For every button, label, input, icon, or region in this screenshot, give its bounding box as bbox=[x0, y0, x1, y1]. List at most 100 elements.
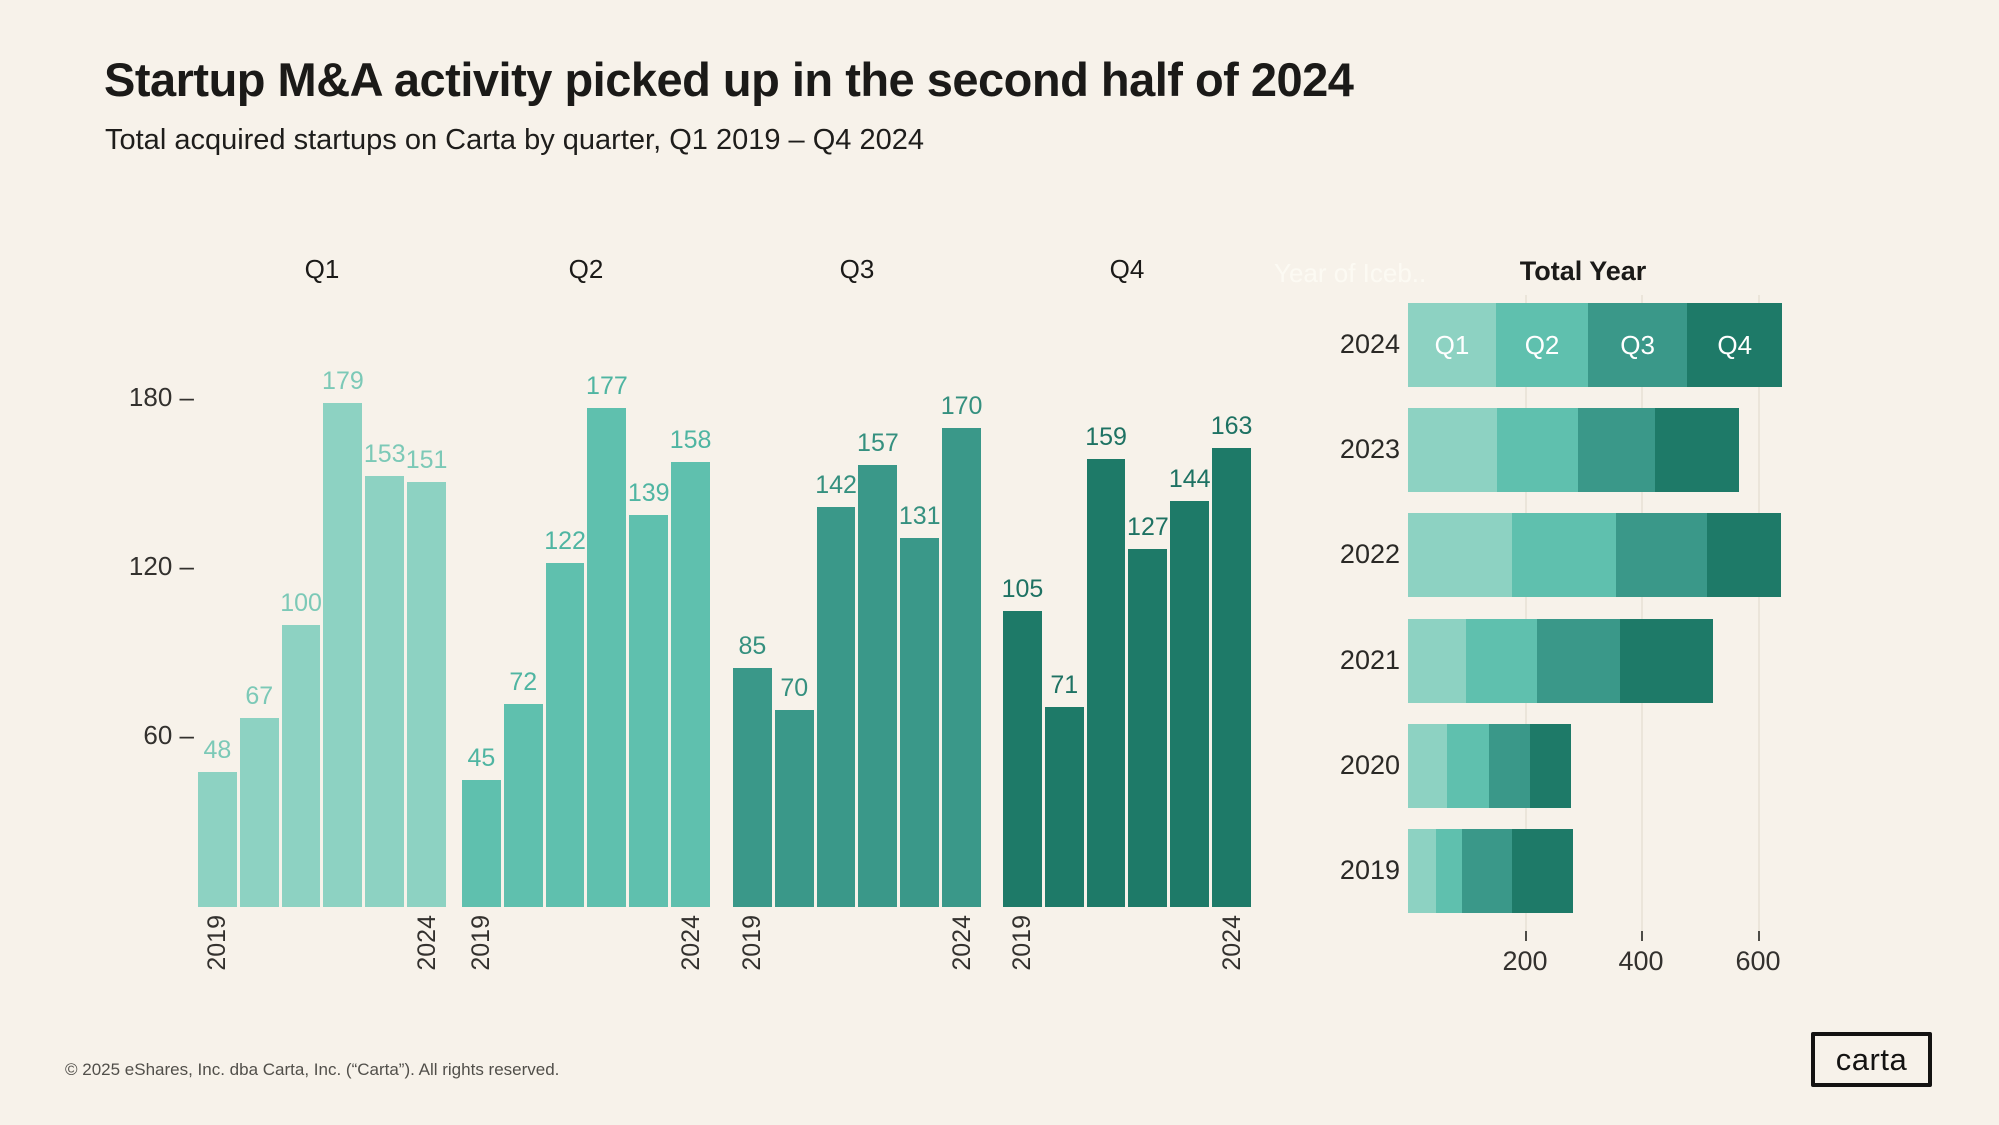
chart-q1: Q1 48 67 100 179 153 151 bbox=[198, 250, 447, 907]
bar-q3-2021[interactable]: 142 bbox=[815, 471, 857, 907]
segment-2024-q4[interactable]: Q4 bbox=[1687, 303, 1783, 387]
segment-2022-q4[interactable] bbox=[1707, 513, 1782, 597]
bar-q1-2023[interactable]: 153 bbox=[364, 440, 406, 907]
segment-2023-q2[interactable] bbox=[1497, 408, 1579, 492]
bar-value-label: 157 bbox=[857, 429, 899, 457]
bar-q4-2022[interactable]: 127 bbox=[1127, 513, 1169, 907]
year-row-2019 bbox=[1408, 829, 1573, 913]
year-row-2021 bbox=[1408, 619, 1713, 703]
bar-q4-2021[interactable]: 159 bbox=[1085, 423, 1127, 907]
bar-q1-2024[interactable]: 151 bbox=[406, 446, 447, 907]
segment-label-q4: Q4 bbox=[1717, 329, 1753, 360]
segment-2021-q2[interactable] bbox=[1466, 619, 1538, 703]
year-label-2021: 2021 bbox=[1339, 645, 1400, 675]
bar-q4-2019[interactable]: 105 bbox=[1002, 575, 1043, 907]
bar-q1-2022[interactable]: 179 bbox=[322, 367, 364, 907]
watermark-text: Year of Iceb.. bbox=[1274, 258, 1427, 288]
segment-2023-q3[interactable] bbox=[1578, 408, 1655, 492]
carta-logo-text: carta bbox=[1835, 1041, 1908, 1077]
x-axis-tick-200 bbox=[1525, 931, 1527, 941]
bar-value-label: 163 bbox=[1210, 412, 1253, 440]
chart-title-q2: Q2 bbox=[568, 254, 604, 284]
segment-2020-q1[interactable] bbox=[1408, 724, 1448, 808]
bar-value-label: 127 bbox=[1127, 513, 1169, 541]
bar-value-label: 144 bbox=[1168, 465, 1211, 493]
bar-q1-2021[interactable]: 100 bbox=[280, 589, 322, 907]
segment-2022-q1[interactable] bbox=[1408, 513, 1513, 597]
bar-value-label: 139 bbox=[627, 479, 670, 507]
bars-q3: 85 70 142 157 131 170 bbox=[733, 250, 982, 907]
y-axis-tick-120: 120 – bbox=[128, 551, 194, 581]
segment-2022-q3[interactable] bbox=[1615, 513, 1708, 597]
segment-2019-q2[interactable] bbox=[1436, 829, 1463, 913]
bar-q2-2023[interactable]: 139 bbox=[628, 479, 670, 907]
bar-value-label: 72 bbox=[509, 668, 538, 696]
bar-q3-2023[interactable]: 131 bbox=[899, 502, 941, 907]
carta-logo: carta bbox=[1811, 1032, 1932, 1087]
segment-2021-q4[interactable] bbox=[1620, 619, 1713, 703]
page-title: Startup M&A activity picked up in the se… bbox=[104, 53, 1354, 106]
chart-title-q4: Q4 bbox=[1109, 254, 1145, 284]
year-row-2022 bbox=[1408, 513, 1782, 597]
bars-q1: 48 67 100 179 153 151 bbox=[198, 250, 447, 907]
bar-q2-2024[interactable]: 158 bbox=[670, 426, 711, 907]
year-row-2023 bbox=[1408, 408, 1739, 492]
bar-q2-2019[interactable]: 45 bbox=[462, 744, 501, 907]
gridline-400 bbox=[1641, 295, 1643, 940]
bar-value-label: 177 bbox=[586, 372, 628, 400]
bar-q1-2020[interactable]: 67 bbox=[239, 682, 279, 907]
chart-q4: Q4 105 71 159 127 144 163 bbox=[1002, 250, 1252, 907]
bar-q1-2019[interactable]: 48 bbox=[198, 736, 237, 907]
bar-value-label: 158 bbox=[669, 426, 712, 454]
segment-2024-q2[interactable]: Q2 bbox=[1496, 303, 1589, 387]
x-axis-label-2024-q2: 2024 bbox=[676, 915, 705, 971]
x-axis-label-2019-q4: 2019 bbox=[1008, 915, 1037, 971]
segment-2019-q1[interactable] bbox=[1408, 829, 1436, 913]
segment-2024-q1[interactable]: Q1 bbox=[1408, 303, 1496, 387]
bar-value-label: 105 bbox=[1001, 575, 1044, 603]
x-axis-label-2019-q1: 2019 bbox=[203, 915, 232, 971]
chart-q3: Q3 85 70 142 157 131 170 bbox=[733, 250, 982, 907]
segment-label-q2: Q2 bbox=[1524, 329, 1560, 360]
footer-copyright: © 2025 eShares, Inc. dba Carta, Inc. (“C… bbox=[65, 1060, 560, 1079]
segment-2023-q4[interactable] bbox=[1654, 408, 1739, 492]
segment-2019-q4[interactable] bbox=[1511, 829, 1573, 913]
bar-value-label: 142 bbox=[815, 471, 857, 499]
x-axis-tick-label-400: 400 bbox=[1618, 946, 1664, 976]
year-label-2024: 2024 bbox=[1339, 329, 1400, 359]
segment-2020-q2[interactable] bbox=[1447, 724, 1490, 808]
bar-q3-2019[interactable]: 85 bbox=[733, 632, 772, 907]
page-subtitle: Total acquired startups on Carta by quar… bbox=[105, 124, 924, 156]
bar-q4-2020[interactable]: 71 bbox=[1044, 671, 1084, 907]
bars-q2: 45 72 122 177 139 158 bbox=[462, 250, 711, 907]
year-label-2022: 2022 bbox=[1339, 539, 1400, 569]
bar-value-label: 131 bbox=[898, 502, 941, 530]
bar-q3-2022[interactable]: 157 bbox=[857, 429, 899, 907]
segment-2019-q3[interactable] bbox=[1462, 829, 1512, 913]
gridline-200 bbox=[1525, 295, 1527, 940]
bar-q2-2022[interactable]: 177 bbox=[586, 372, 628, 907]
bar-q2-2021[interactable]: 122 bbox=[544, 527, 586, 907]
bar-q3-2024[interactable]: 170 bbox=[941, 392, 982, 907]
x-axis-label-2019-q2: 2019 bbox=[467, 915, 496, 971]
segment-2022-q2[interactable] bbox=[1512, 513, 1616, 597]
bar-value-label: 67 bbox=[245, 682, 274, 710]
segment-2021-q3[interactable] bbox=[1537, 619, 1621, 703]
segment-2021-q1[interactable] bbox=[1408, 619, 1467, 703]
bar-q4-2024[interactable]: 163 bbox=[1211, 412, 1252, 907]
bar-value-label: 70 bbox=[780, 674, 809, 702]
bar-q3-2020[interactable]: 70 bbox=[774, 674, 814, 907]
chart-title-total-year: Total Year bbox=[1519, 256, 1647, 286]
bar-value-label: 71 bbox=[1050, 671, 1079, 699]
segment-2023-q1[interactable] bbox=[1408, 408, 1498, 492]
bar-value-label: 151 bbox=[405, 446, 448, 474]
bar-value-label: 100 bbox=[280, 589, 322, 617]
bar-q2-2020[interactable]: 72 bbox=[503, 668, 543, 907]
bar-q4-2023[interactable]: 144 bbox=[1169, 465, 1211, 907]
segment-2020-q4[interactable] bbox=[1529, 724, 1572, 808]
chart-title-q3: Q3 bbox=[839, 254, 875, 284]
x-axis-label-2024-q3: 2024 bbox=[947, 915, 976, 971]
segment-2024-q3[interactable]: Q3 bbox=[1588, 303, 1688, 387]
segment-2020-q3[interactable] bbox=[1489, 724, 1530, 808]
